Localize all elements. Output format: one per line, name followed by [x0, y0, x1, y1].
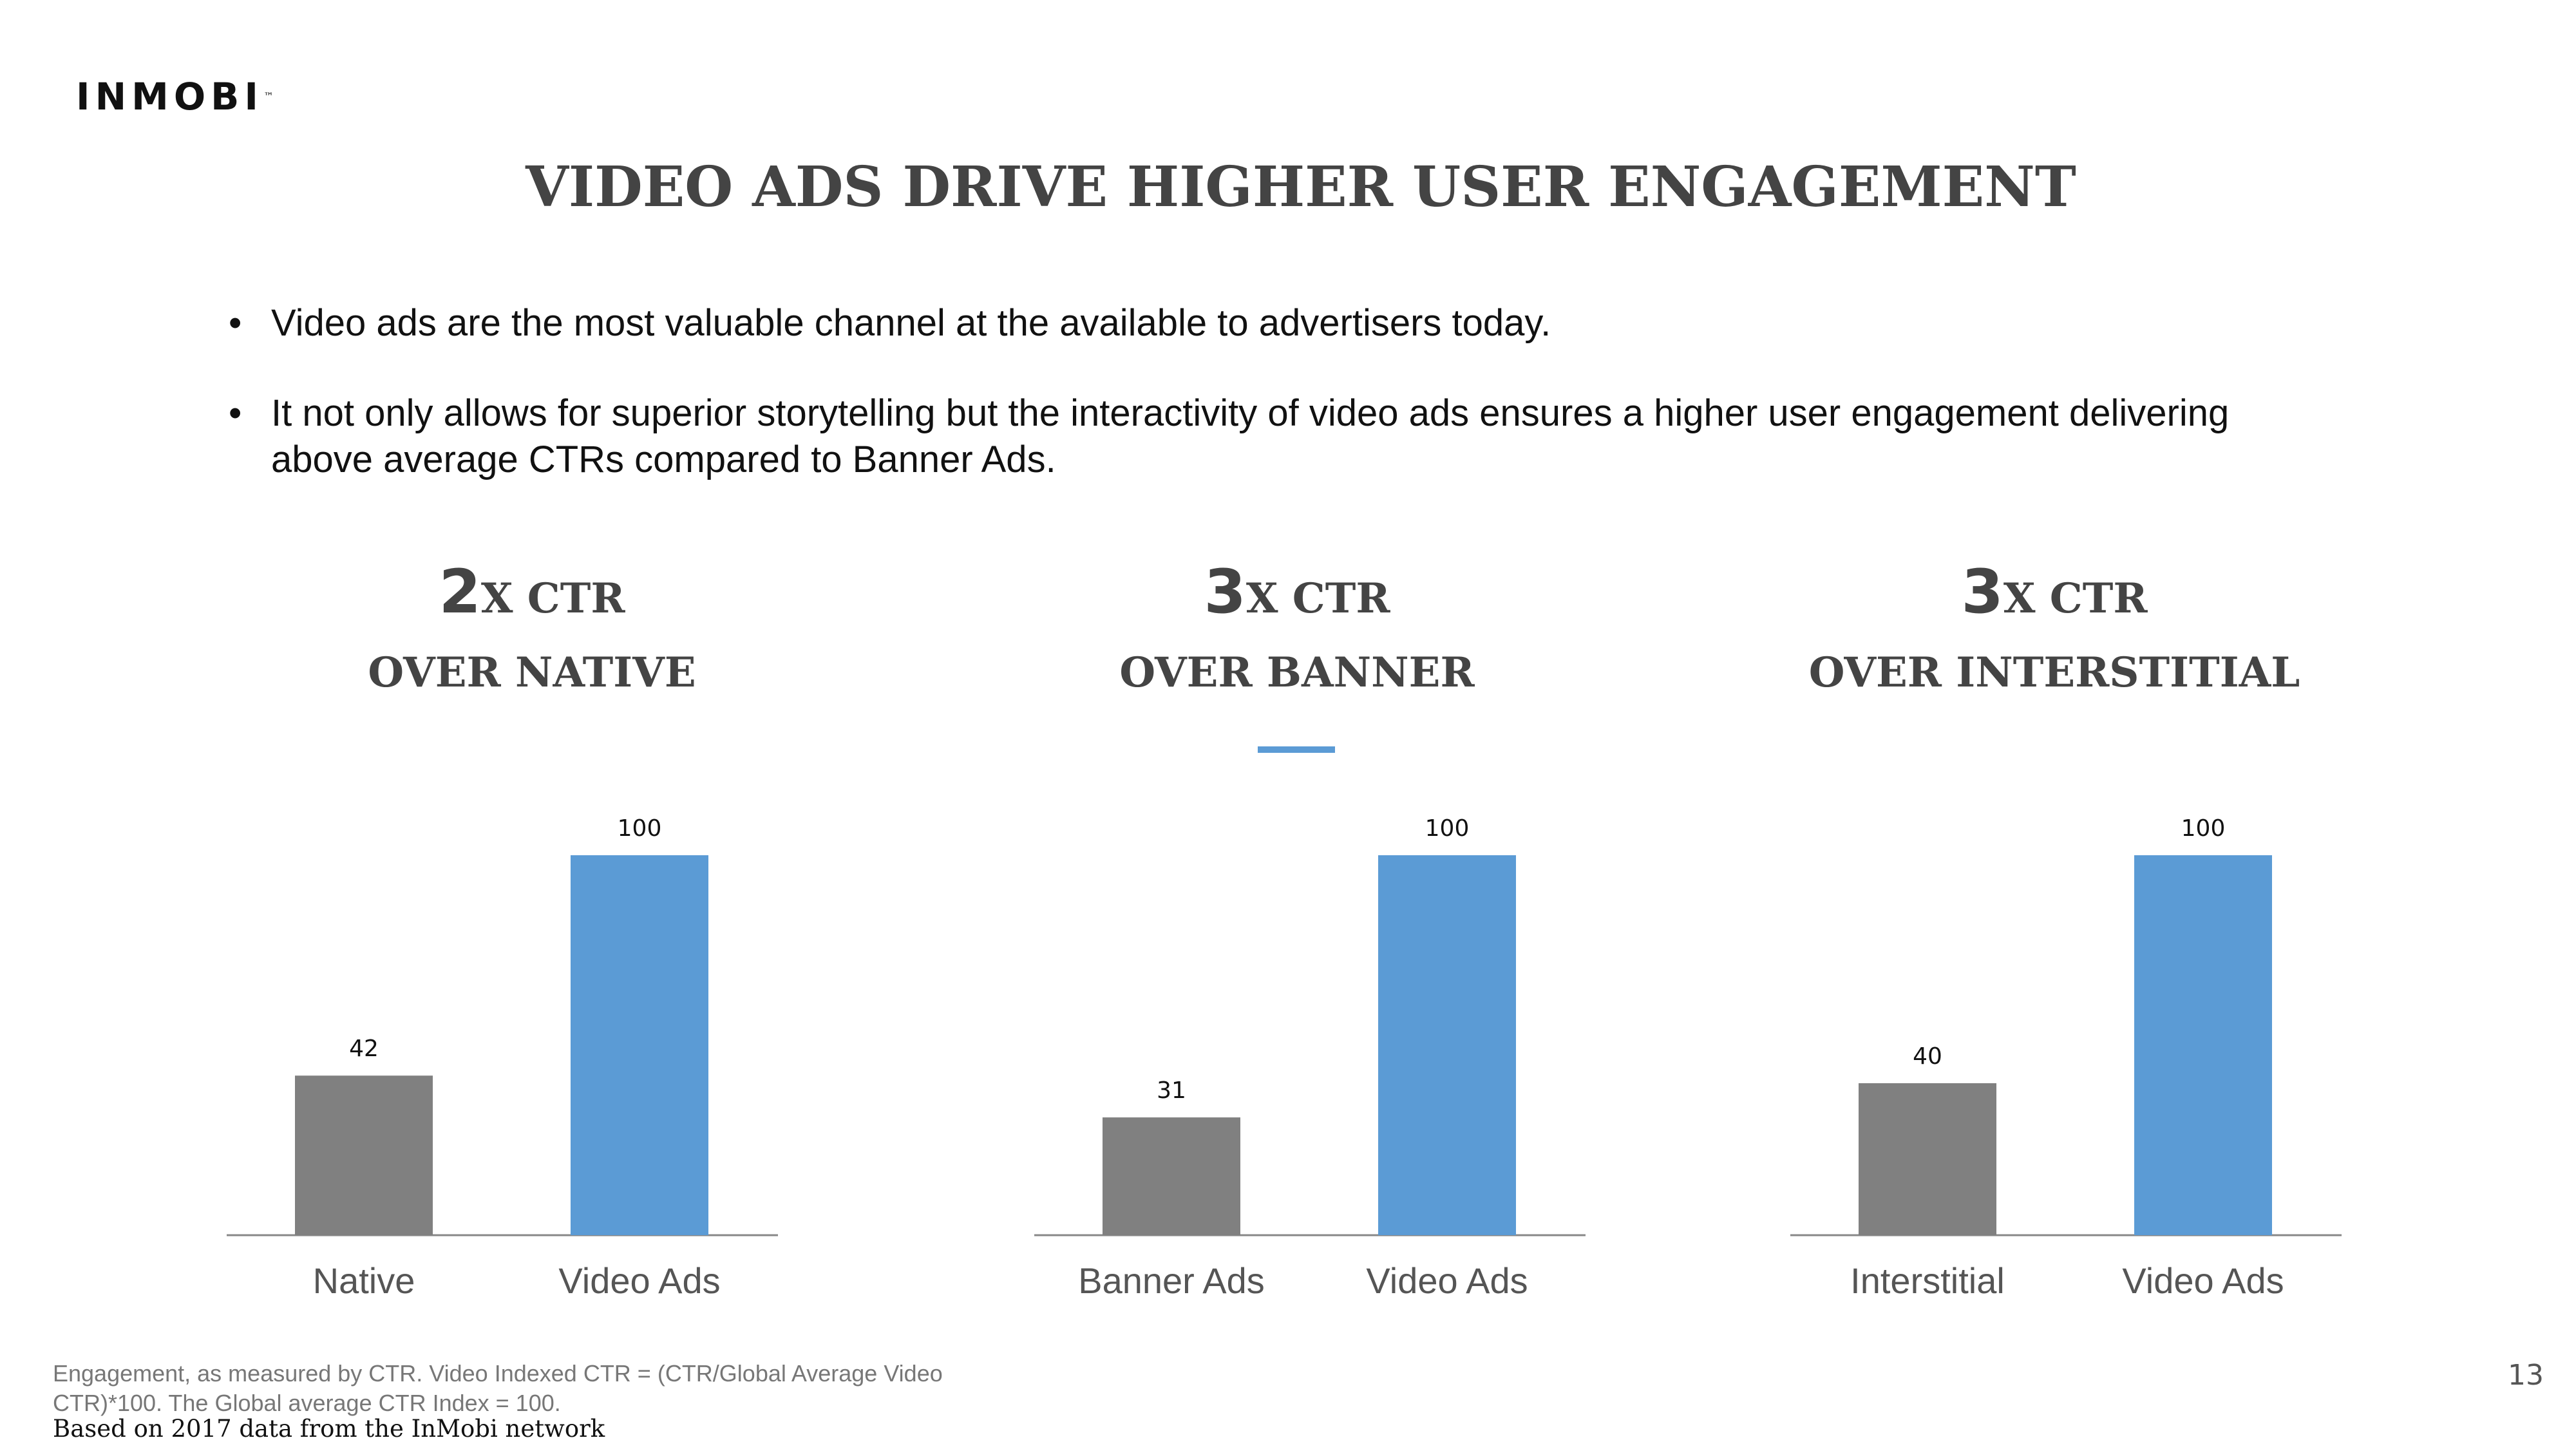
- bar-video-ads: [1378, 855, 1516, 1235]
- tick-label-video-ads: Video Ads: [558, 1260, 720, 1301]
- multiplier-value: 3: [1204, 557, 1246, 627]
- bullet-item: • Video ads are the most valuable channe…: [229, 300, 2354, 346]
- bullet-text: It not only allows for superior storytel…: [271, 392, 2230, 480]
- bullet-marker: •: [229, 302, 242, 344]
- source-note: Based on 2017 data from the InMobi netwo…: [53, 1415, 605, 1443]
- multiplier-value: 2: [439, 557, 481, 627]
- multiplier-suffix: X CTR: [480, 574, 625, 623]
- panel-heading-interstitial: 3X CTR OVER INTERSTITIAL: [1732, 554, 2376, 702]
- panel-subtitle: OVER NATIVE: [368, 649, 696, 697]
- bar-native: [295, 1075, 433, 1235]
- panel-heading-banner: 3X CTR OVER BANNER: [975, 554, 1619, 702]
- bar-video-ads: [571, 855, 708, 1235]
- data-label-video-ads: 100: [1425, 815, 1470, 842]
- panel-subtitle: OVER BANNER: [1119, 649, 1475, 697]
- data-label-banner-ads: 31: [1157, 1077, 1186, 1104]
- tick-label-video-ads: Video Ads: [1366, 1260, 1528, 1301]
- data-label-video-ads: 100: [618, 815, 662, 842]
- ctr-multiplier: 3X CTR: [975, 554, 1619, 638]
- multiplier-suffix: X CTR: [2003, 574, 2148, 623]
- bar-interstitial: [1859, 1083, 1996, 1235]
- bullet-text: Video ads are the most valuable channel …: [271, 302, 1551, 344]
- multiplier-suffix: X CTR: [1245, 574, 1390, 623]
- tick-label-native: Native: [313, 1260, 415, 1301]
- panel-heading-native: 2X CTR OVER NATIVE: [210, 554, 854, 702]
- page-title: VIDEO ADS DRIVE HIGHER USER ENGAGEMENT: [526, 155, 2076, 220]
- bar-video-ads: [2134, 855, 2272, 1235]
- multiplier-value: 3: [1961, 557, 2003, 627]
- data-label-native: 42: [349, 1036, 379, 1062]
- inmobi-logo: INMOBI™: [76, 77, 274, 116]
- tick-label-interstitial: Interstitial: [1850, 1260, 2005, 1301]
- ctr-multiplier: 2X CTR: [210, 554, 854, 638]
- bullet-item: • It not only allows for superior storyt…: [229, 390, 2354, 483]
- data-label-interstitial: 40: [1913, 1043, 1942, 1070]
- page-number: 13: [2508, 1359, 2544, 1392]
- bullet-marker: •: [229, 392, 242, 434]
- bar-charts: 42 Native 100 Video Ads 31 Banner Ads 100 Video…: [227, 815, 2342, 1301]
- bullet-list: • Video ads are the most valuable channe…: [229, 300, 2354, 483]
- footnote: Engagement, as measured by CTR. Video In…: [53, 1360, 943, 1416]
- logo-text: INMOBI: [76, 75, 263, 118]
- tick-label-banner-ads: Banner Ads: [1078, 1260, 1265, 1301]
- bar-banner-ads: [1103, 1117, 1240, 1235]
- logo-trademark: ™: [263, 90, 274, 102]
- ctr-multiplier: 3X CTR: [1732, 554, 2376, 638]
- data-label-video-ads: 100: [2181, 815, 2226, 842]
- tick-label-video-ads: Video Ads: [2122, 1260, 2284, 1301]
- panel-subtitle: OVER INTERSTITIAL: [1808, 649, 2300, 697]
- accent-divider: [1258, 746, 1335, 753]
